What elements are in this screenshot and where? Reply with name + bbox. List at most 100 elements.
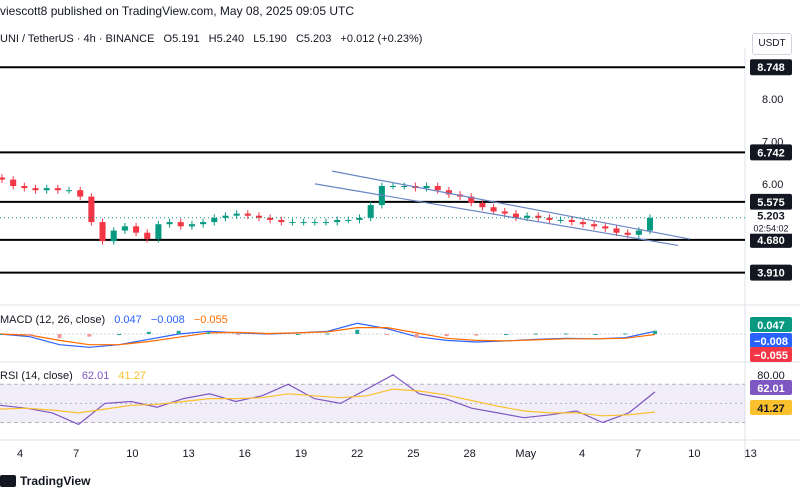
last-price-label: 5.203	[757, 211, 785, 223]
candle-body	[546, 217, 553, 220]
candle-body	[255, 215, 262, 218]
change-value: +0.012 (+0.23%)	[340, 33, 423, 45]
macd-hist-bar	[325, 333, 330, 335]
low-value: L5.190	[253, 33, 287, 45]
level-label: 8.748	[757, 62, 785, 74]
y-tick-label: 8.00	[762, 94, 783, 106]
candle-body	[524, 215, 531, 218]
symbol-name[interactable]: UNI / TetherUS · 4h · BINANCE	[0, 33, 155, 45]
x-tick-label: 4	[579, 448, 585, 460]
candle-body	[512, 213, 519, 218]
rsi-ma-line	[0, 388, 656, 417]
level-label: 3.910	[757, 268, 785, 280]
rsi-ma-value: 41.27	[118, 370, 146, 382]
macd-value-box	[750, 347, 792, 362]
candle-body	[155, 224, 162, 240]
candle-body	[535, 215, 542, 218]
candle-body	[166, 222, 173, 225]
rsi-tick-label: 80.00	[757, 370, 785, 382]
candle-body	[233, 213, 240, 216]
macd-hist-value: −0.055	[193, 314, 228, 326]
candle-body	[21, 185, 28, 189]
macd-hist-bar	[57, 334, 62, 339]
x-tick-label: 13	[744, 448, 756, 460]
x-tick-label: 13	[182, 448, 194, 460]
macd-line	[0, 322, 656, 348]
macd-value-box	[750, 333, 792, 348]
x-tick-label: 4	[17, 448, 23, 460]
macd-hist-bar	[444, 334, 449, 337]
tradingview-brand: TradingView	[20, 474, 91, 488]
signal-line	[0, 327, 656, 346]
channel-upper	[331, 170, 691, 240]
candle-body	[602, 226, 609, 229]
rsi-ma-value-box	[750, 400, 792, 415]
level-label-bg	[750, 231, 792, 248]
x-tick-label: 25	[407, 448, 419, 460]
candle-body	[188, 224, 195, 227]
candle-body	[468, 196, 475, 203]
candle-body	[10, 179, 17, 186]
level-label: 6.742	[757, 147, 785, 159]
level-label-bg	[750, 144, 792, 161]
rsi-ma-value-label: 41.27	[757, 403, 785, 415]
last-price-bg	[750, 209, 792, 234]
macd-hist-bar	[355, 329, 360, 334]
macd-hist-bar	[27, 334, 32, 336]
candle-body	[144, 232, 151, 240]
published-line: viescott8 published on TradingView.com, …	[0, 4, 354, 18]
candle-body	[211, 217, 218, 223]
level-label: 5.575	[757, 197, 785, 209]
candle-body	[423, 185, 430, 189]
candle-body	[591, 224, 598, 227]
candle-body	[501, 211, 508, 214]
candle-body	[322, 222, 330, 224]
macd-hist-bar	[87, 334, 92, 337]
footer: TradingView	[0, 468, 800, 500]
open-value: O5.191	[163, 33, 200, 45]
symbol-legend: UNI / TetherUS · 4h · BINANCE O5.191 H5.…	[0, 33, 422, 45]
rsi-value-label: 62.01	[757, 383, 785, 395]
macd-value: 0.047	[114, 314, 142, 326]
macd-hist-bar	[623, 333, 628, 335]
macd-hist-bar	[176, 330, 181, 334]
macd-hist-bar	[653, 330, 657, 334]
candle-body	[401, 185, 408, 187]
close-value: C5.203	[295, 33, 332, 45]
level-label: 4.680	[757, 235, 785, 247]
macd-hist-bar	[265, 334, 270, 335]
candle-body	[110, 230, 117, 242]
candle-body	[77, 190, 84, 197]
rsi-value-box	[750, 380, 792, 395]
candle-body	[367, 205, 374, 218]
candle-body	[99, 222, 106, 242]
x-tick-label: 7	[635, 448, 641, 460]
tradingview-logo[interactable]: TradingView	[0, 474, 90, 488]
candle-body	[121, 226, 128, 231]
rsi-legend: RSI (14, close) 62.01 41.27	[0, 370, 146, 382]
candle-body	[635, 230, 642, 235]
candle-body	[311, 222, 318, 224]
countdown-label: 02:54:02	[753, 224, 788, 234]
candle-body	[445, 190, 452, 195]
macd-value-box	[750, 317, 792, 332]
y-tick-label: 6.00	[762, 179, 783, 191]
candle-body	[278, 219, 285, 223]
currency-selector[interactable]: USDT	[752, 33, 792, 55]
candle-body	[557, 219, 564, 221]
candle-body	[646, 217, 654, 231]
candle-body	[490, 207, 497, 212]
x-tick-label: 22	[351, 448, 363, 460]
macd-value-label: −0.055	[754, 350, 788, 362]
macd-legend: MACD (12, 26, close) 0.047 −0.008 −0.055	[0, 314, 228, 326]
candle-body	[613, 228, 620, 233]
level-label-bg	[750, 193, 792, 210]
candle-body	[300, 222, 307, 224]
candle-body	[222, 215, 229, 218]
candle-body	[32, 188, 39, 191]
macd-hist-bar	[236, 334, 241, 335]
candle-body	[289, 222, 296, 224]
macd-hist-bar	[563, 333, 568, 335]
x-tick-label: 16	[239, 448, 251, 460]
